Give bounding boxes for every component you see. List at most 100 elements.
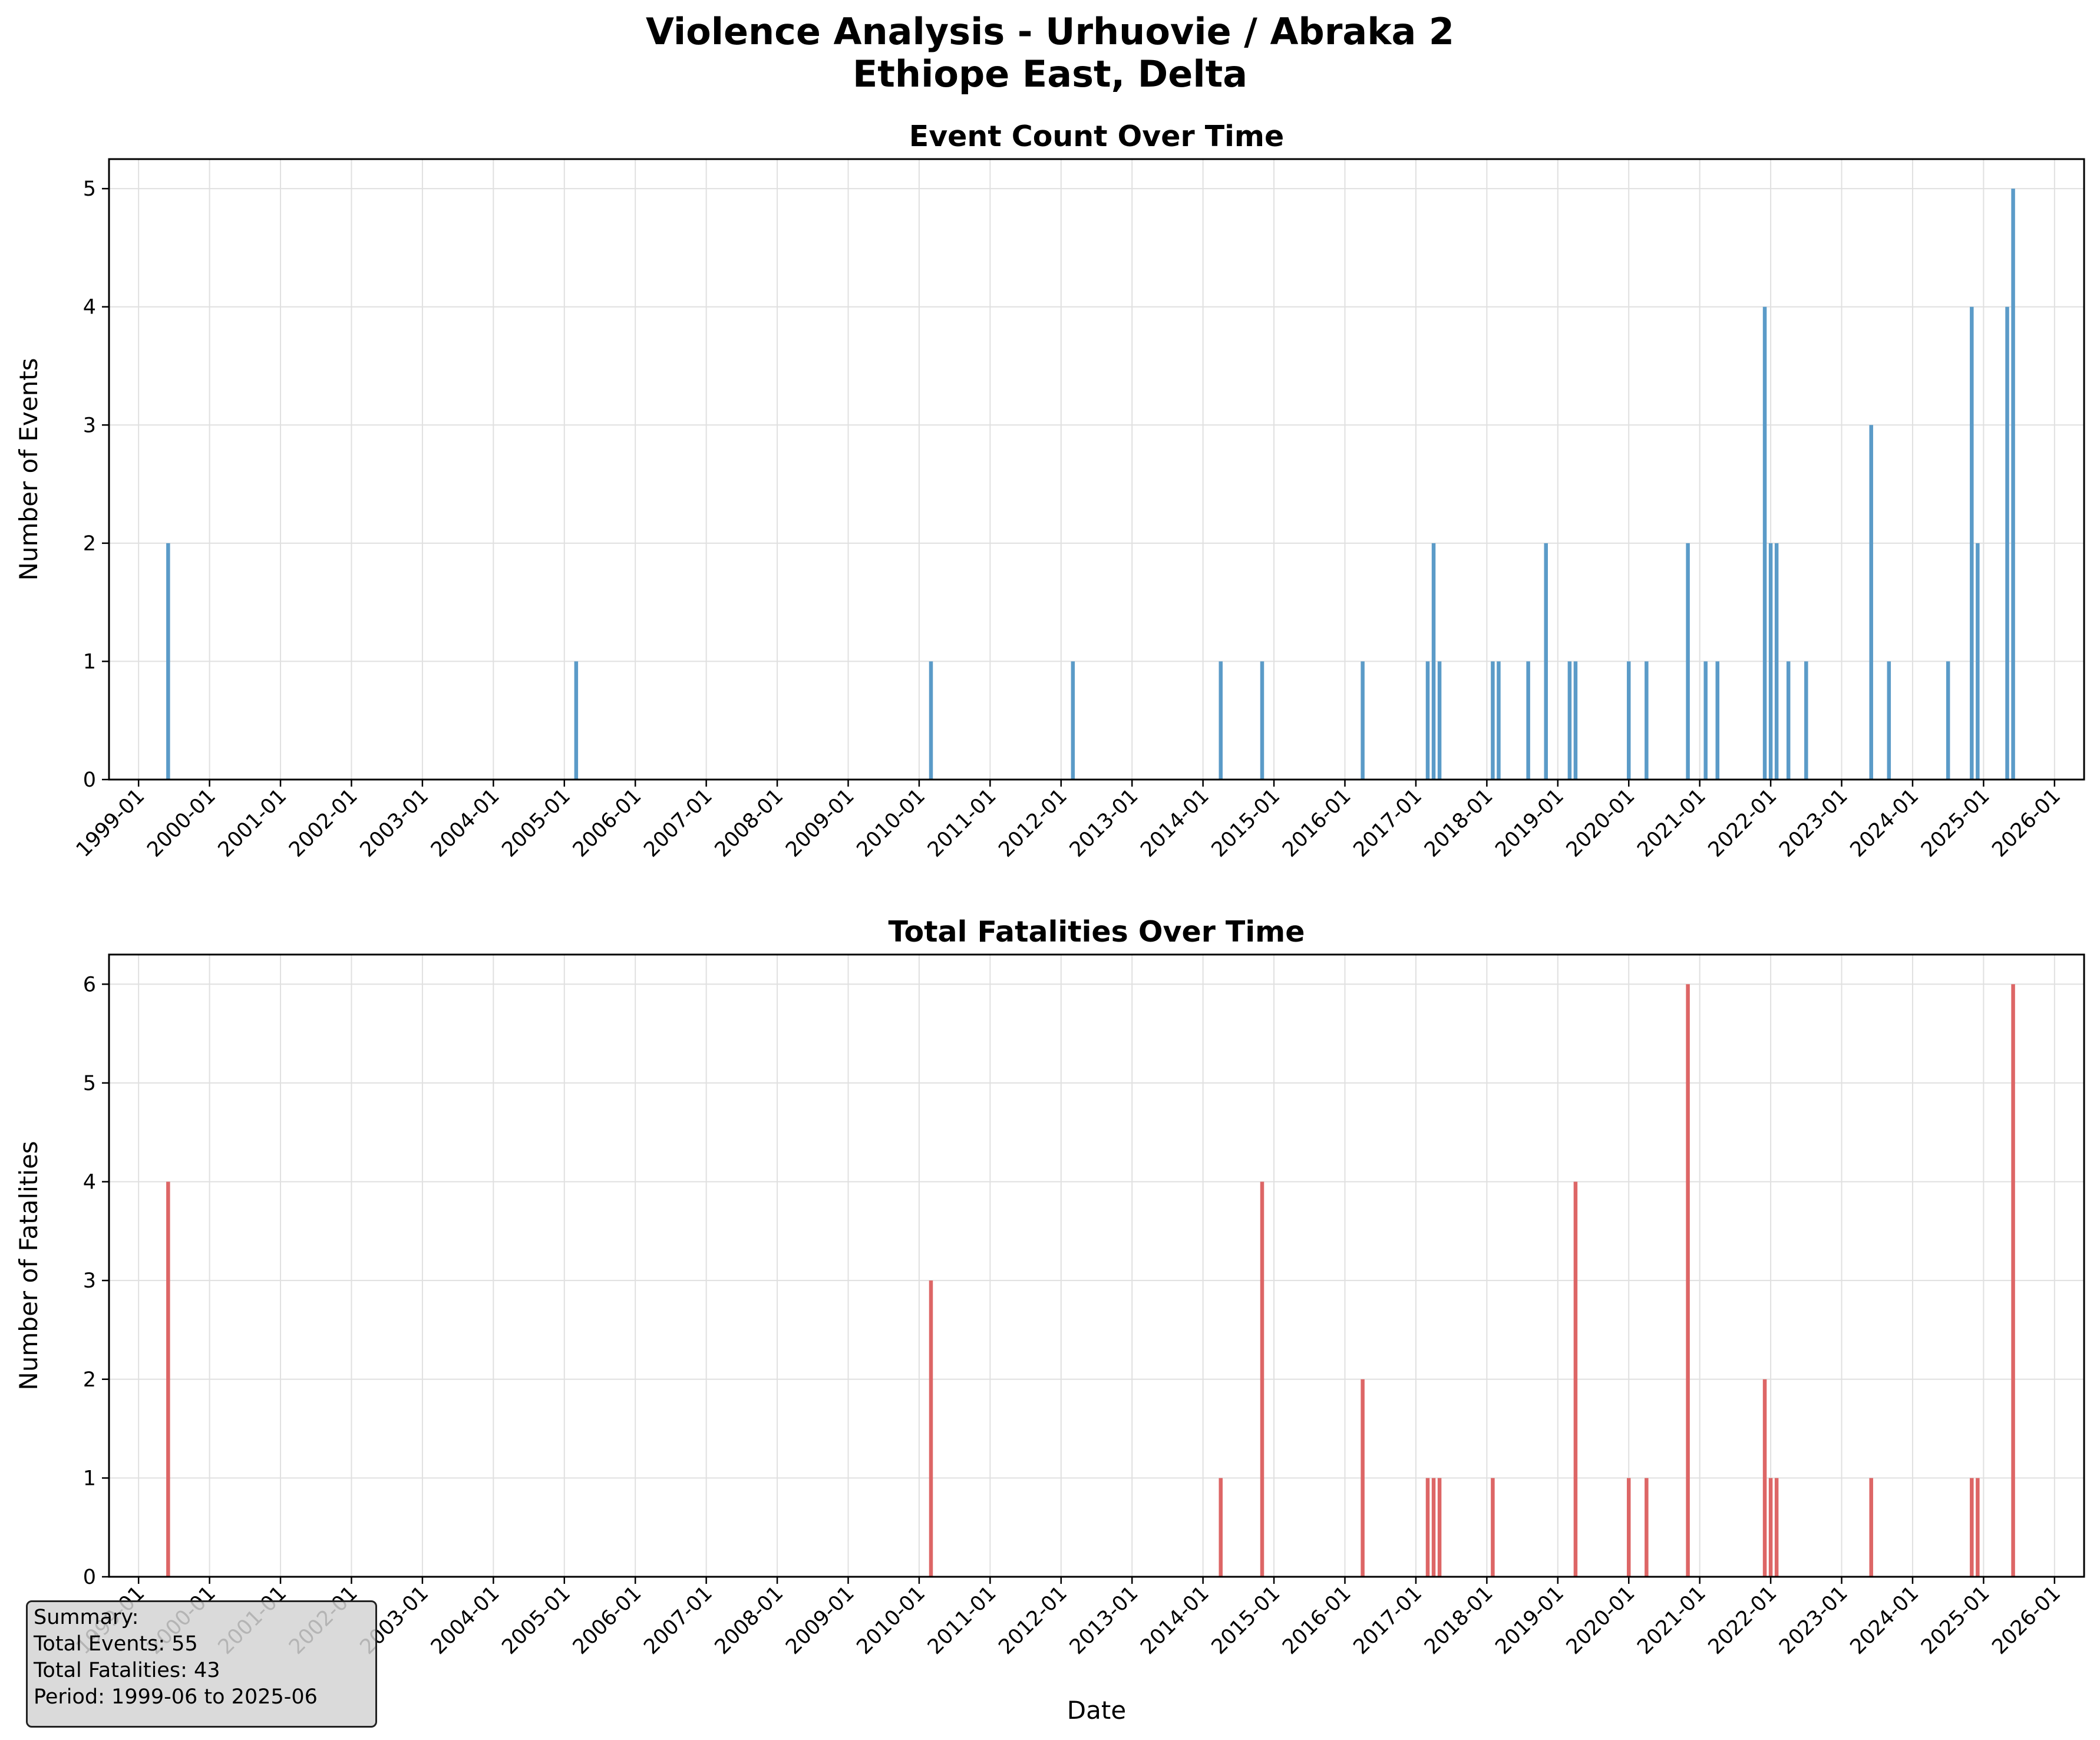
x-tick-label: 2002-01 — [285, 784, 362, 862]
summary-total-fatalities: Total Fatalities: 43 — [34, 1659, 220, 1682]
fatalities-bar — [929, 1280, 933, 1577]
x-tick-label: 2019-01 — [1491, 1581, 1569, 1659]
events-bar — [1071, 661, 1075, 780]
x-tick-label: 2018-01 — [1420, 1581, 1498, 1659]
events-bar — [1626, 661, 1631, 780]
x-tick-label: 2016-01 — [1278, 784, 1356, 862]
events-bar — [1573, 661, 1578, 780]
y-axis-label: Number of Fatalities — [14, 1141, 43, 1390]
x-tick-label: 2022-01 — [1704, 1581, 1782, 1659]
x-tick-label: 2026-01 — [1987, 784, 2065, 862]
events-bar — [1361, 661, 1365, 780]
events-bar — [1437, 661, 1442, 780]
events-bar — [1715, 661, 1720, 780]
events-bar — [1762, 306, 1767, 780]
events-bar — [1976, 543, 1980, 780]
fatalities-bar — [1425, 1478, 1430, 1577]
x-tick-label: 2014-01 — [1136, 1581, 1214, 1659]
y-tick-label: 3 — [83, 1269, 96, 1293]
x-tick-label: 2021-01 — [1633, 1581, 1711, 1659]
x-tick-label: 2020-01 — [1562, 1581, 1640, 1659]
plot-frame — [108, 158, 2085, 781]
x-tick-label: 2011-01 — [923, 1581, 1001, 1659]
figure-title-line1: Violence Analysis - Urhuovie / Abraka 2 — [645, 10, 1455, 53]
x-tick-label: 2004-01 — [427, 1581, 504, 1659]
events-bar — [1567, 661, 1572, 780]
y-tick-label: 5 — [83, 1072, 96, 1095]
x-tick-label: 2007-01 — [639, 784, 717, 862]
events-bar — [1260, 661, 1264, 780]
x-tick-label: 2006-01 — [569, 784, 646, 862]
fatalities-bar — [1573, 1181, 1578, 1577]
x-tick-label: 2007-01 — [639, 1581, 717, 1659]
x-tick-label: 2015-01 — [1207, 1581, 1285, 1659]
x-tick-label: 2008-01 — [711, 1581, 788, 1659]
events-bar — [1768, 543, 1773, 780]
events-bar — [1431, 543, 1436, 780]
events-bar — [1804, 661, 1808, 780]
x-tick-label: 2014-01 — [1136, 784, 1214, 862]
x-tick-label: 2023-01 — [1775, 784, 1853, 862]
events-bar — [1774, 543, 1779, 780]
fatalities-bar — [1768, 1478, 1773, 1577]
x-tick-label: 2019-01 — [1491, 784, 1569, 862]
x-tick-label: 2010-01 — [853, 784, 930, 862]
events-bar — [1703, 661, 1708, 780]
x-tick-label: 2018-01 — [1420, 784, 1498, 862]
x-tick-label: 2006-01 — [569, 1581, 646, 1659]
x-tick-label: 2025-01 — [1917, 784, 1995, 862]
x-tick-label: 2001-01 — [214, 784, 292, 862]
fatalities-bar — [1626, 1478, 1631, 1577]
fatalities-bar — [1361, 1379, 1365, 1577]
fatalities-bar — [166, 1181, 170, 1577]
y-tick-label: 6 — [83, 973, 96, 996]
summary-heading: Summary: — [34, 1606, 139, 1629]
events-bar — [1526, 661, 1530, 780]
y-tick-label: 1 — [83, 1467, 96, 1490]
y-axis-label: Number of Events — [14, 358, 43, 580]
events-bar — [574, 661, 579, 780]
y-tick-label: 1 — [83, 650, 96, 673]
events-bar — [1219, 661, 1223, 780]
x-tick-label: 2009-01 — [781, 1581, 859, 1659]
summary-box: Summary: Total Events: 55 Total Fataliti… — [26, 1600, 377, 1728]
fatalities-bar — [1437, 1478, 1442, 1577]
events-bar — [1887, 661, 1891, 780]
x-tick-label: 2010-01 — [853, 1581, 930, 1659]
fatalities-bar — [2011, 984, 2015, 1577]
x-tick-label: 2017-01 — [1349, 784, 1427, 862]
x-tick-label: 2024-01 — [1846, 1581, 1924, 1659]
subplot-title: Total Fatalities Over Time — [889, 915, 1305, 949]
x-tick-label: 2005-01 — [497, 1581, 575, 1659]
fatalities-bar — [1976, 1478, 1980, 1577]
figure-title-line2: Ethiope East, Delta — [852, 52, 1248, 95]
x-tick-label: 2008-01 — [711, 784, 788, 862]
summary-period: Period: 1999-06 to 2025-06 — [34, 1685, 318, 1709]
fatalities-bar — [1774, 1478, 1779, 1577]
x-tick-label: 2021-01 — [1633, 784, 1711, 862]
events-bar — [1686, 543, 1690, 780]
x-tick-label: 2025-01 — [1917, 1581, 1995, 1659]
y-tick-label: 3 — [83, 414, 96, 437]
x-tick-label: 2023-01 — [1775, 1581, 1853, 1659]
y-tick-label: 2 — [83, 532, 96, 556]
x-tick-label: 2016-01 — [1278, 1581, 1356, 1659]
fatalities-bar — [1219, 1478, 1223, 1577]
x-tick-label: 2004-01 — [427, 784, 504, 862]
fatalities-bar — [1869, 1478, 1873, 1577]
x-tick-label: 2009-01 — [781, 784, 859, 862]
events-bar — [1491, 661, 1495, 780]
x-tick-label: 2024-01 — [1846, 784, 1924, 862]
summary-total-events: Total Events: 55 — [34, 1632, 198, 1656]
y-tick-label: 4 — [83, 1171, 96, 1194]
y-tick-label: 5 — [83, 177, 96, 201]
subplot-title: Event Count Over Time — [909, 120, 1284, 153]
fatalities-bar — [1970, 1478, 1974, 1577]
x-axis-label: Date — [1067, 1696, 1126, 1725]
y-tick-label: 4 — [83, 296, 96, 319]
events-bar — [1970, 306, 1974, 780]
x-tick-label: 2012-01 — [994, 1581, 1072, 1659]
fatalities-bar — [1431, 1478, 1436, 1577]
events-bar — [1869, 425, 1873, 780]
